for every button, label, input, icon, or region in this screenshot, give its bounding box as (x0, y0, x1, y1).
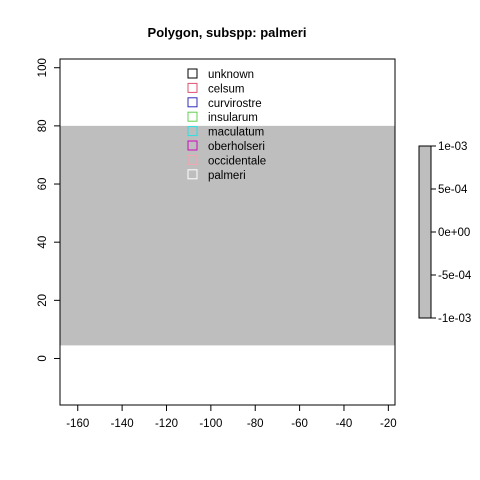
legend-swatch (187, 68, 198, 79)
legend-swatch (187, 97, 198, 108)
x-tick-label: -140 (111, 418, 134, 430)
y-tick-label: 20 (37, 294, 49, 307)
y-tick-label: 100 (37, 58, 49, 77)
colorbar-fill (418, 145, 432, 319)
legend-item: palmeri (187, 169, 246, 182)
legend-label: palmeri (208, 170, 246, 182)
plot-area: -160 -140 -120 -100 -80 -60 -40 -20 0 20 40 60 80 100 (37, 58, 397, 430)
legend-item: unknown (187, 68, 254, 81)
legend-item: celsum (187, 82, 244, 95)
legend-swatch (187, 126, 198, 137)
legend-swatch (187, 169, 198, 180)
legend-label: maculatum (208, 127, 264, 139)
legend-label: celsum (208, 83, 244, 95)
legend-swatch (187, 154, 198, 165)
legend-label: oberholseri (208, 141, 265, 153)
legend-item: oberholseri (187, 140, 265, 153)
y-tick-label: 60 (37, 178, 49, 191)
x-tick-label: -160 (66, 418, 89, 430)
legend-swatch (187, 82, 198, 93)
legend-label: curvirostre (208, 98, 262, 110)
legend-swatch (187, 140, 198, 151)
legend-label: unknown (208, 69, 254, 81)
x-tick-label: -120 (155, 418, 178, 430)
x-tick-label: -100 (199, 418, 222, 430)
chart-title: Polygon, subspp: palmeri (148, 25, 307, 40)
colorbar-tick-label: 0e+00 (438, 227, 470, 239)
legend-label: occidentale (208, 155, 266, 167)
y-tick-label: 80 (37, 119, 49, 132)
legend-item: insularum (187, 111, 258, 124)
plot-frame (59, 58, 396, 406)
colorbar-tick-label: -5e-04 (438, 270, 472, 282)
x-tick-label: -40 (336, 418, 353, 430)
legend-item: occidentale (187, 154, 266, 167)
legend: unknown celsum curvirostre insularum maculat… (187, 68, 266, 182)
x-tick-label: -80 (247, 418, 264, 430)
filled-region (60, 125, 395, 346)
legend-item: maculatum (187, 126, 264, 139)
colorbar-tick-label: 5e-04 (438, 184, 468, 196)
legend-item: curvirostre (187, 97, 262, 110)
legend-label: insularum (208, 112, 258, 124)
x-tick-label: -60 (291, 418, 308, 430)
colorbar-tick-label: -1e-03 (438, 313, 471, 325)
x-tick-label: -20 (380, 418, 397, 430)
colorbar-tick-label: 1e-03 (438, 141, 467, 153)
y-tick-label: 0 (37, 355, 49, 361)
legend-swatch (187, 111, 198, 122)
y-tick-label: 40 (37, 236, 49, 249)
colorbar: 1e-03 5e-04 0e+00 -5e-04 -1e-03 (418, 141, 472, 325)
